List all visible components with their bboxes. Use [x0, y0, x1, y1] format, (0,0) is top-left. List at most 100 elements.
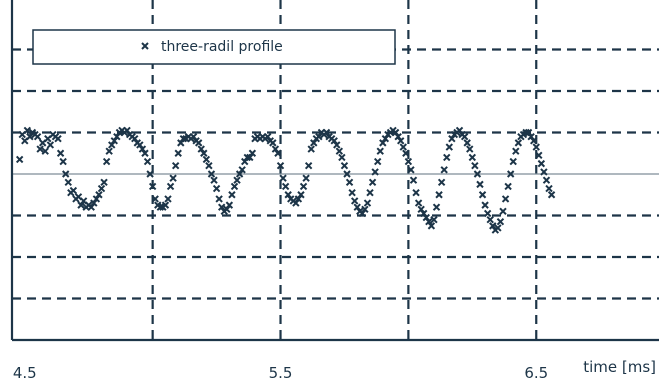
data-point-123: [330, 137, 338, 145]
data-point-159: [422, 213, 430, 222]
data-point-131: [350, 197, 359, 205]
data-point-91: [248, 149, 257, 157]
data-point-169: [448, 135, 456, 143]
data-point-81: [223, 205, 231, 213]
data-point-161: [427, 222, 436, 230]
data-point-139: [371, 168, 379, 176]
data-point-150: [399, 143, 407, 151]
data-point-176: [466, 145, 474, 153]
data-point-175: [463, 139, 471, 147]
data-point-75: [207, 170, 216, 178]
data-point-177: [468, 153, 477, 162]
data-point-137: [366, 188, 374, 197]
data-point-167: [443, 153, 451, 162]
data-point-48: [138, 145, 147, 153]
x-axis-title: time [ms]: [583, 358, 656, 376]
data-point-45: [131, 135, 139, 143]
data-point-156: [414, 199, 423, 207]
data-point-199: [524, 128, 533, 137]
data-point-49: [141, 149, 149, 157]
data-point-36: [108, 141, 116, 149]
data-point-125: [335, 147, 344, 155]
data-point-79: [217, 203, 226, 211]
data-point-55: [156, 203, 165, 211]
data-point-29: [90, 199, 98, 207]
data-point-52: [148, 182, 157, 191]
data-point-152: [404, 157, 413, 166]
data-point-60: [169, 174, 177, 182]
data-point-166: [440, 166, 448, 174]
data-point-195: [514, 139, 523, 147]
data-markers: [15, 126, 556, 234]
data-point-74: [205, 161, 213, 170]
data-point-203: [535, 151, 543, 160]
data-point-68: [189, 132, 198, 141]
x-tick-labels: 4.5 5.5 6.5: [13, 364, 548, 380]
data-point-61: [171, 161, 180, 170]
data-point-192: [506, 170, 515, 178]
data-point-85: [233, 176, 241, 184]
data-point-112: [302, 174, 310, 182]
data-point-3: [23, 126, 32, 135]
data-point-155: [412, 188, 420, 197]
x-tick-label-2: 6.5: [524, 364, 548, 380]
data-point-30: [92, 195, 101, 203]
data-point-179: [473, 170, 482, 178]
legend-marker-x: [141, 42, 149, 50]
data-point-142: [379, 139, 387, 147]
data-point-200: [527, 132, 535, 141]
data-point-127: [340, 161, 349, 170]
data-point-64: [179, 135, 188, 143]
data-point-115: [310, 139, 318, 147]
data-point-97: [264, 132, 272, 141]
data-point-165: [437, 178, 446, 187]
data-point-189: [499, 207, 507, 216]
data-point-204: [537, 159, 546, 168]
data-point-16: [56, 149, 65, 157]
data-point-135: [361, 205, 369, 213]
data-point-90: [246, 153, 254, 162]
data-point-153: [407, 166, 415, 174]
x-tick-label-0: 4.5: [13, 364, 37, 380]
axes: [10, 0, 659, 342]
data-point-83: [228, 191, 236, 199]
data-point-163: [432, 203, 441, 211]
data-point-70: [194, 139, 203, 147]
data-point-132: [353, 203, 361, 211]
data-point-15: [54, 135, 62, 143]
data-point-185: [489, 222, 497, 230]
data-point-148: [394, 132, 402, 141]
data-point-190: [501, 195, 510, 203]
data-point-35: [105, 147, 113, 155]
data-point-134: [358, 209, 367, 218]
data-point-113: [304, 161, 313, 170]
data-point-28: [87, 203, 95, 211]
data-point-77: [212, 184, 221, 193]
data-point-18: [61, 170, 70, 178]
data-point-10: [41, 147, 49, 155]
data-point-157: [417, 205, 425, 213]
legend-x-glyph: [141, 42, 149, 50]
data-point-111: [299, 182, 308, 191]
data-point-162: [430, 215, 438, 224]
data-point-105: [284, 191, 292, 199]
data-point-168: [445, 143, 454, 151]
data-point-12: [46, 141, 55, 149]
data-point-129: [345, 178, 354, 187]
data-point-160: [425, 218, 433, 226]
data-point-103: [279, 174, 287, 182]
data-point-138: [368, 178, 377, 187]
data-point-136: [363, 199, 372, 207]
data-point-101: [274, 149, 282, 157]
data-point-102: [276, 161, 285, 170]
data-point-72: [200, 149, 208, 157]
data-point-0: [15, 155, 24, 164]
data-point-71: [197, 145, 205, 153]
data-point-143: [381, 135, 390, 143]
data-point-120: [322, 128, 331, 137]
data-point-62: [174, 149, 182, 157]
data-point-154: [409, 176, 418, 184]
data-point-206: [542, 176, 551, 184]
data-point-84: [230, 182, 239, 191]
